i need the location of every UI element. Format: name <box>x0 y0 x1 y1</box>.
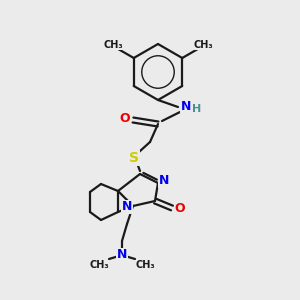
Text: CH₃: CH₃ <box>135 260 155 270</box>
Text: CH₃: CH₃ <box>193 40 213 50</box>
Text: S: S <box>129 151 139 165</box>
Text: CH₃: CH₃ <box>89 260 109 270</box>
Text: N: N <box>117 248 127 262</box>
Text: O: O <box>175 202 185 215</box>
Text: N: N <box>181 100 191 112</box>
Text: N: N <box>159 175 169 188</box>
Text: CH₃: CH₃ <box>103 40 123 50</box>
Text: H: H <box>192 104 202 114</box>
Text: N: N <box>122 200 132 214</box>
Text: O: O <box>120 112 130 124</box>
